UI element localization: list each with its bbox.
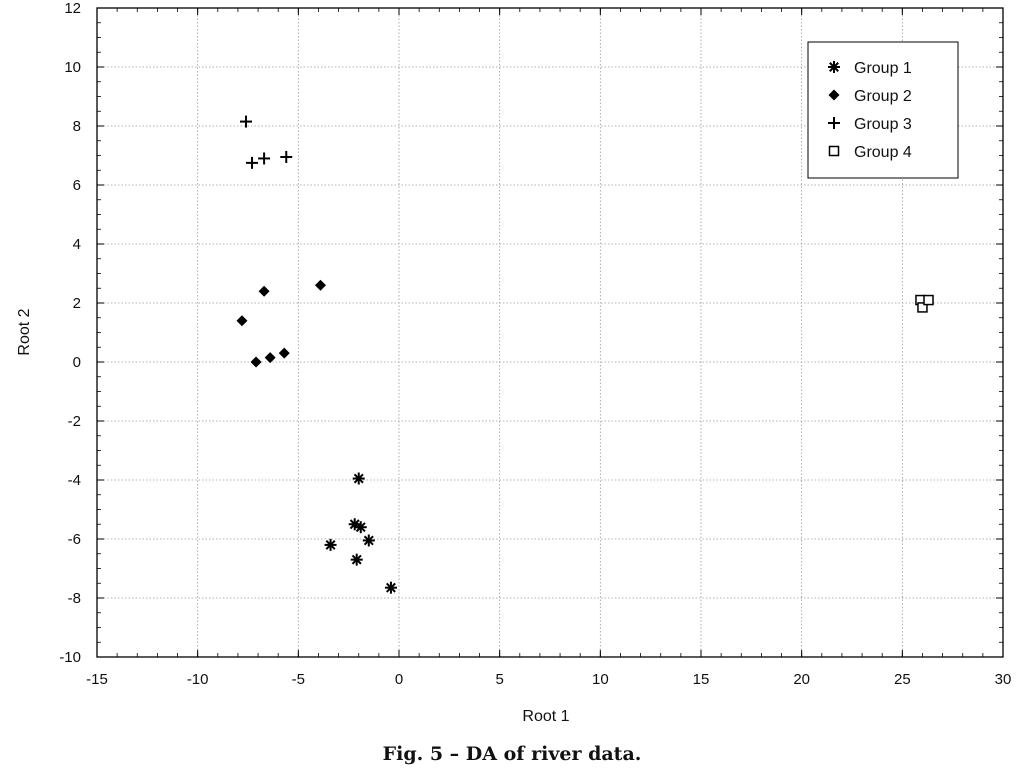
point-plus: [246, 156, 259, 169]
y-tick-label: 6: [73, 177, 81, 194]
x-tick-label: -10: [187, 671, 209, 688]
x-tick-label: 0: [395, 671, 403, 688]
y-tick-label: 12: [64, 0, 81, 17]
point-diamond: [278, 347, 290, 359]
point-asterisk: [352, 472, 365, 485]
x-tick-label: -15: [86, 671, 108, 688]
x-tick-label: -5: [292, 671, 305, 688]
x-tick-label: 5: [495, 671, 503, 688]
legend-marker-asterisk: [828, 61, 840, 73]
y-tick-label: -10: [59, 649, 81, 666]
point-diamond: [236, 315, 248, 327]
x-tick-label: 10: [592, 671, 609, 688]
point-diamond: [264, 352, 276, 364]
legend-label: Group 4: [854, 144, 912, 161]
point-plus: [280, 150, 293, 163]
y-tick-label: 8: [73, 118, 81, 135]
legend: Group 1 Group 2 Group 3 Group 4: [807, 41, 959, 179]
point-asterisk: [350, 553, 363, 566]
point-asterisk: [354, 521, 367, 534]
y-tick-label: 0: [73, 354, 81, 371]
axis-ticks: [96, 7, 1004, 658]
point-diamond: [314, 279, 326, 291]
x-tick-label: 25: [894, 671, 911, 688]
point-plus: [239, 115, 252, 128]
legend-label: Group 2: [854, 88, 912, 105]
y-tick-label: -6: [68, 531, 81, 548]
x-tick-labels: -15 -10 -5 0 5 10 15 20 25 30: [86, 671, 1011, 688]
y-tick-label: -8: [68, 590, 81, 607]
point-diamond: [258, 285, 270, 297]
point-asterisk: [384, 581, 397, 594]
grid-lines: [97, 8, 1003, 657]
legend-label: Group 3: [854, 116, 912, 133]
x-tick-label: 30: [995, 671, 1012, 688]
y-tick-labels: -10 -8 -6 -4 -2 0 2 4 6 8 10 12: [59, 0, 81, 666]
point-asterisk: [324, 538, 337, 551]
y-axis-title: Root 2: [16, 308, 33, 355]
point-asterisk: [362, 534, 375, 547]
y-tick-label: 4: [73, 236, 81, 253]
x-tick-label: 15: [693, 671, 710, 688]
legend-label: Group 1: [854, 60, 912, 77]
legend-marker-plus: [828, 117, 840, 129]
legend-marker-square-open: [828, 145, 840, 157]
x-tick-label: 20: [793, 671, 810, 688]
legend-marker-diamond: [828, 89, 840, 101]
point-square-open: [923, 294, 934, 306]
figure-caption: Fig. 5 – DA of river data.: [383, 743, 642, 765]
x-axis-title: Root 1: [522, 708, 569, 725]
y-tick-label: -4: [68, 472, 81, 489]
y-tick-label: -2: [68, 413, 81, 430]
y-tick-label: 2: [73, 295, 81, 312]
data-points: [236, 115, 934, 594]
point-plus: [258, 152, 271, 165]
point-diamond: [250, 356, 262, 368]
y-tick-label: 10: [64, 59, 81, 76]
point-square-open: [917, 302, 928, 313]
legend-entries: Group 1 Group 2 Group 3 Group 4: [828, 60, 912, 161]
